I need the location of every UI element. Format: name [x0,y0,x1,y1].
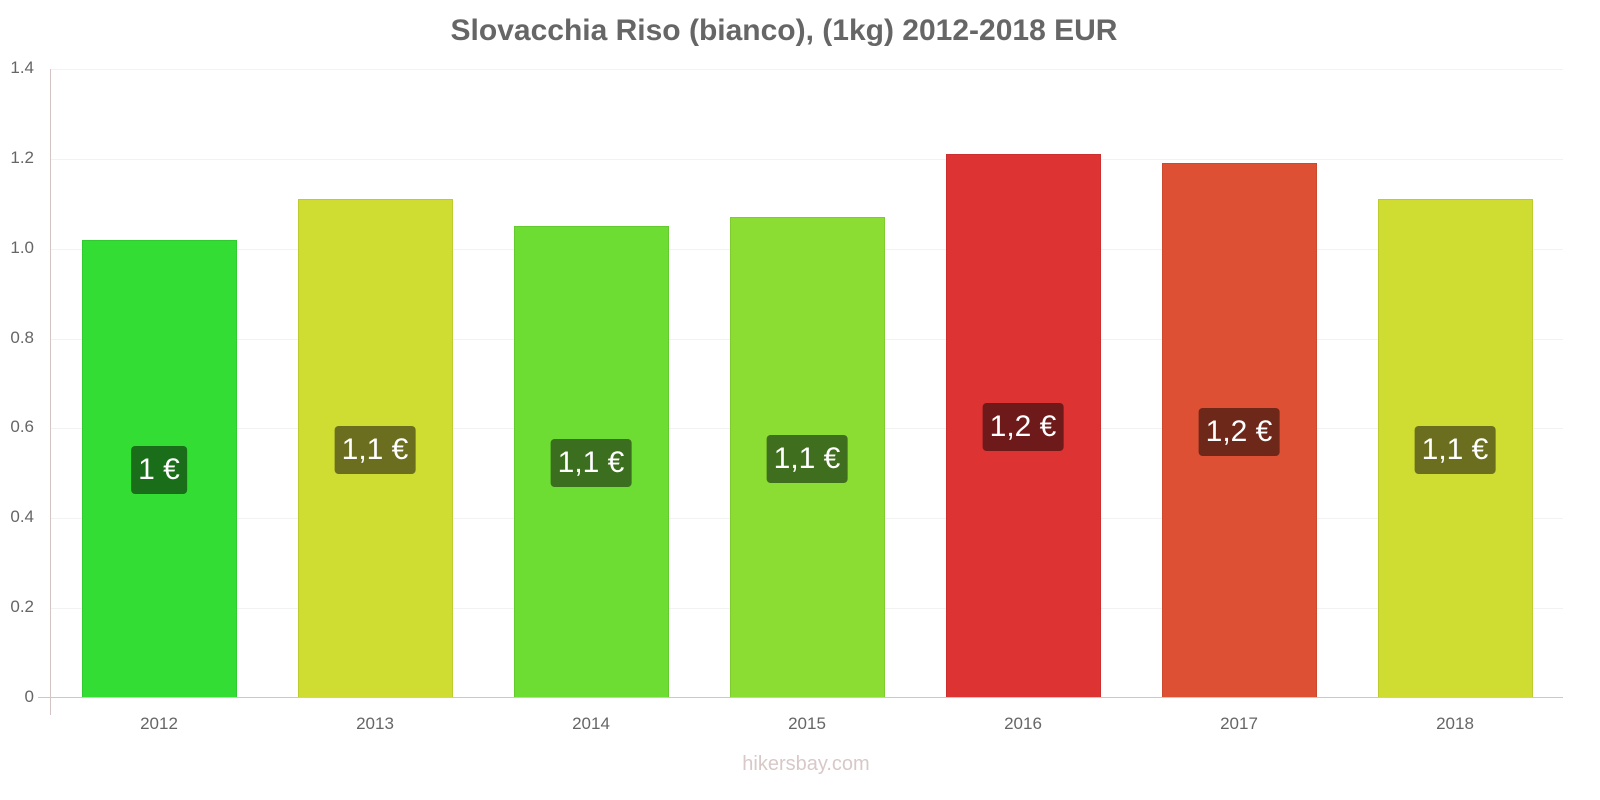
x-tick-label: 2013 [356,714,394,733]
x-tick-label: 2014 [572,714,610,733]
x-tick-label: 2016 [1004,714,1042,733]
bar-2014[interactable]: 1,1 € [513,226,669,698]
chart-title: Slovacchia Riso (bianco), (1kg) 2012-201… [450,14,1118,47]
gridline [51,158,1563,160]
bar-value-label: 1,1 € [1414,425,1496,474]
x-tick-label: 2015 [788,714,826,733]
bar-2012[interactable]: 1 € [81,239,237,698]
x-axis-line [38,697,1563,698]
bar-value-label: 1,2 € [1198,407,1280,456]
bar-value-label: 1,1 € [766,434,848,483]
y-tick-label: 0.4 [10,507,34,527]
bar-2013[interactable]: 1,1 € [297,199,453,698]
watermark: hikersbay.com [742,753,870,775]
x-tick-label: 2018 [1436,714,1474,733]
bar-value-label: 1 € [131,445,187,494]
x-tick-label: 2017 [1220,714,1258,733]
y-tick-label: 0.6 [10,417,34,437]
x-tick-label: 2012 [140,714,178,733]
bar-value-label: 1,1 € [334,425,416,474]
y-tick-label: 0.2 [10,597,34,617]
bar-2015[interactable]: 1,1 € [729,217,885,698]
bar-2018[interactable]: 1,1 € [1377,199,1533,698]
bar-2016[interactable]: 1,2 € [945,154,1101,698]
plot-area: 1 € 1,1 € 1,1 € 1,1 € 1,2 € 1,2 € 1,1 € [51,69,1563,698]
y-tick-label: 1.4 [10,58,34,77]
bar-value-label: 1,1 € [550,439,632,488]
y-tick-label: 0.8 [10,327,34,347]
bar-2017[interactable]: 1,2 € [1161,163,1317,698]
y-tick-label: 1.0 [10,237,34,257]
gridline [51,69,1563,70]
bar-value-label: 1,2 € [982,403,1064,452]
y-tick-label: 0 [24,687,34,706]
y-axis-line [50,69,51,715]
y-tick-label: 1.2 [10,147,34,167]
